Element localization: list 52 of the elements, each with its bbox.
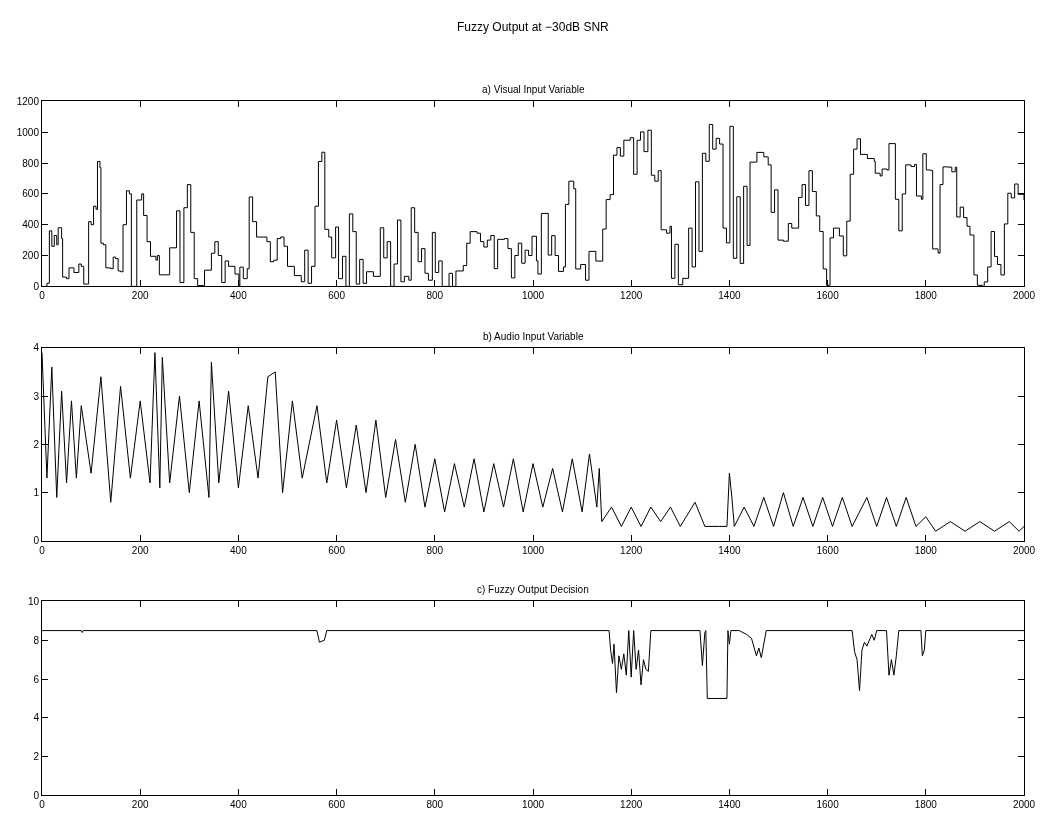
x-tick-label: 1800 [914,544,938,556]
chart-title: c) Fuzzy Output Decision [477,584,589,595]
x-tick-label: 1400 [718,544,741,556]
x-tick-label: 1400 [718,799,741,811]
y-tick-label: 0 [33,789,40,801]
y-tick-label: 10 [27,596,40,607]
x-tick-label: 800 [426,290,444,302]
y-tick-label: 4 [33,342,40,354]
y-tick-label: 1 [33,487,40,499]
x-tick-label: 1000 [521,290,545,302]
x-tick-label: 1600 [816,290,840,302]
y-tick-label: 2 [33,751,40,763]
y-tick-label: 4 [33,712,40,724]
x-tick-label: 1200 [620,290,643,302]
y-tick-label: 200 [22,250,40,262]
x-tick-label: 1200 [620,544,643,556]
y-tick-label: 600 [22,188,40,200]
x-tick-label: 2000 [1012,290,1036,302]
x-tick-label: 1600 [816,799,840,811]
x-tick-label: 1200 [620,799,643,811]
chart-title: b) Audio Input Variable [483,331,584,342]
x-tick-label: 1800 [914,290,938,302]
x-tick-label: 1600 [816,544,840,556]
y-tick-label: 3 [33,390,40,402]
x-tick-label: 200 [131,290,149,302]
x-tick-label: 400 [230,544,248,556]
x-tick-label: 1000 [521,799,545,811]
y-tick-label: 800 [22,157,40,169]
x-tick-label: 600 [328,544,346,556]
x-tick-label: 2000 [1012,544,1036,556]
x-tick-label: 600 [328,290,346,302]
y-tick-label: 400 [22,219,40,231]
x-tick-label: 1000 [521,544,545,556]
x-tick-label: 600 [328,799,346,811]
x-tick-label: 200 [131,799,149,811]
y-tick-label: 1200 [16,95,40,107]
y-tick-label: 6 [33,673,40,685]
x-tick-label: 800 [426,544,444,556]
x-tick-label: 800 [426,799,444,811]
y-tick-label: 2 [33,438,40,450]
y-tick-label: 0 [33,280,40,292]
x-tick-label: 2000 [1012,799,1036,811]
y-tick-label: 1000 [16,126,40,138]
text: Fuzzy Output at −30dB SNR [457,20,610,34]
x-tick-label: 1400 [718,290,741,302]
x-tick-label: 200 [131,544,149,556]
chart-title: a) Visual Input Variable [482,84,585,95]
x-tick-label: 1800 [914,799,938,811]
x-tick-label: 400 [230,799,248,811]
y-tick-label: 0 [33,535,40,547]
x-tick-label: 400 [230,290,248,302]
y-tick-label: 8 [33,634,40,646]
